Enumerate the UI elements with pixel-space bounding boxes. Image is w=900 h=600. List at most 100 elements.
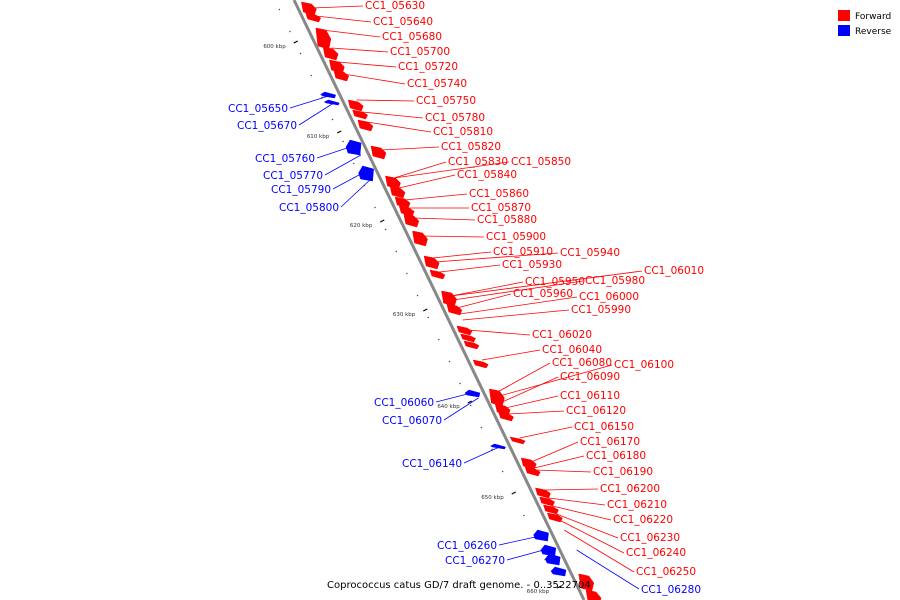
forward-gene-label[interactable]: CC1_05870 xyxy=(471,202,531,214)
reverse-gene-block xyxy=(489,443,506,450)
forward-gene-label[interactable]: CC1_06040 xyxy=(542,344,602,356)
forward-label-leader xyxy=(548,497,606,506)
forward-gene-label[interactable]: CC1_06080 xyxy=(552,357,612,369)
minor-tick xyxy=(427,316,430,319)
reverse-gene-label[interactable]: CC1_05670 xyxy=(237,120,297,132)
forward-gene-label[interactable]: CC1_05720 xyxy=(398,61,458,73)
forward-gene-block xyxy=(315,27,332,50)
forward-gene-label[interactable]: CC1_06010 xyxy=(644,265,704,277)
forward-gene-label[interactable]: CC1_05930 xyxy=(502,259,562,271)
forward-label-leader xyxy=(343,73,406,85)
forward-gene-block xyxy=(585,589,602,600)
forward-gene-label[interactable]: CC1_06090 xyxy=(560,371,620,383)
forward-gene-label[interactable]: CC1_05860 xyxy=(469,188,529,200)
forward-gene-label[interactable]: CC1_06110 xyxy=(560,390,620,402)
reverse-label-leader xyxy=(435,391,476,403)
forward-label-leader xyxy=(434,252,559,263)
forward-gene-label[interactable]: CC1_06000 xyxy=(579,291,639,303)
forward-label-leader xyxy=(356,99,415,102)
forward-gene-label[interactable]: CC1_05810 xyxy=(433,126,493,138)
scale-tick-mark xyxy=(293,40,299,44)
scale-tick-mark xyxy=(467,400,473,404)
forward-gene-label[interactable]: CC1_05820 xyxy=(441,141,501,153)
minor-tick xyxy=(501,470,504,473)
forward-gene-label[interactable]: CC1_06150 xyxy=(574,421,634,433)
reverse-gene-label[interactable]: CC1_05770 xyxy=(263,170,323,182)
forward-gene-label[interactable]: CC1_05960 xyxy=(513,288,573,300)
forward-gene-label[interactable]: CC1_05880 xyxy=(477,214,537,226)
forward-label-leader xyxy=(311,5,364,9)
forward-gene-block xyxy=(394,196,411,209)
forward-gene-label[interactable]: CC1_05740 xyxy=(407,78,467,90)
reverse-gene-block xyxy=(345,139,362,156)
forward-gene-label[interactable]: CC1_05980 xyxy=(585,275,645,287)
reverse-gene-label[interactable]: CC1_06070 xyxy=(382,415,442,427)
forward-gene-block xyxy=(535,487,551,499)
forward-label-leader xyxy=(535,469,592,473)
forward-gene-block xyxy=(463,340,480,350)
minor-tick xyxy=(459,382,461,385)
forward-label-leader xyxy=(439,264,501,273)
minor-tick xyxy=(374,206,376,209)
forward-gene-label[interactable]: CC1_06200 xyxy=(600,483,660,495)
forward-gene-label[interactable]: CC1_05700 xyxy=(390,46,450,58)
forward-gene-label[interactable]: CC1_05910 xyxy=(493,246,553,258)
reverse-gene-label[interactable]: CC1_06280 xyxy=(641,584,701,596)
forward-gene-label[interactable]: CC1_05950 xyxy=(525,276,585,288)
forward-gene-label[interactable]: CC1_05640 xyxy=(373,16,433,28)
forward-gene-label[interactable]: CC1_06240 xyxy=(626,547,686,559)
minor-tick xyxy=(437,338,440,341)
minor-tick xyxy=(448,360,451,363)
reverse-gene-label[interactable]: CC1_05800 xyxy=(279,202,339,214)
forward-gene-label[interactable]: CC1_06250 xyxy=(636,566,696,578)
forward-gene-label[interactable]: CC1_05750 xyxy=(416,95,476,107)
reverse-gene-label[interactable]: CC1_05650 xyxy=(228,103,288,115)
forward-gene-block xyxy=(446,303,463,316)
reverse-gene-label[interactable]: CC1_06260 xyxy=(437,540,497,552)
forward-gene-block xyxy=(301,1,317,16)
forward-gene-label[interactable]: CC1_06210 xyxy=(607,499,667,511)
forward-label-leader xyxy=(452,280,584,301)
reverse-gene-label[interactable]: CC1_06060 xyxy=(374,397,434,409)
forward-gene-label[interactable]: CC1_05780 xyxy=(425,112,485,124)
forward-label-leader xyxy=(499,364,613,397)
forward-gene-label[interactable]: CC1_05680 xyxy=(382,31,442,43)
forward-label-leader xyxy=(413,217,476,221)
genome-caption: Coprococcus catus GD/7 draft genome. - 0… xyxy=(327,580,591,591)
forward-gene-label[interactable]: CC1_06190 xyxy=(593,466,653,478)
minor-tick xyxy=(480,426,483,429)
forward-gene-block xyxy=(370,145,387,160)
reverse-gene-label[interactable]: CC1_05760 xyxy=(255,153,315,165)
reverse-gene-label[interactable]: CC1_06270 xyxy=(445,555,505,567)
scale-tick-label: 660 kbp xyxy=(527,589,550,595)
minor-tick xyxy=(523,514,525,517)
reverse-gene-label[interactable]: CC1_05790 xyxy=(271,184,331,196)
scale-ticks: 600 kbp 610 kbp 620 kbp 630 kbp 640 kbp 650 k… xyxy=(263,8,562,595)
forward-gene-label[interactable]: CC1_06170 xyxy=(580,436,640,448)
gene-labels: CC1_05630 CC1_05640 CC1_05680 CC1_05700 CC1_… xyxy=(228,0,704,596)
forward-gene-label[interactable]: CC1_05850 xyxy=(511,156,571,168)
forward-gene-label[interactable]: CC1_06230 xyxy=(620,532,680,544)
forward-gene-label[interactable]: CC1_06020 xyxy=(532,329,592,341)
scale-tick-label: 620 kbp xyxy=(350,223,373,229)
forward-gene-block xyxy=(441,290,457,307)
forward-label-leader xyxy=(380,146,440,151)
forward-gene-label[interactable]: CC1_05840 xyxy=(457,169,517,181)
reverse-gene-label[interactable]: CC1_06140 xyxy=(402,458,462,470)
forward-gene-label[interactable]: CC1_05940 xyxy=(560,247,620,259)
forward-label-leader xyxy=(398,174,456,189)
forward-label-leader xyxy=(456,293,512,309)
forward-gene-label[interactable]: CC1_06220 xyxy=(613,514,673,526)
forward-label-leader xyxy=(462,309,570,321)
forward-gene-label[interactable]: CC1_05630 xyxy=(365,0,425,12)
forward-gene-label[interactable]: CC1_06100 xyxy=(614,359,674,371)
forward-gene-block xyxy=(498,411,514,422)
forward-gene-label[interactable]: CC1_06120 xyxy=(566,405,626,417)
forward-gene-label[interactable]: CC1_05830 xyxy=(448,156,508,168)
forward-gene-label[interactable]: CC1_05900 xyxy=(486,231,546,243)
forward-label-leader xyxy=(519,426,573,439)
forward-label-leader xyxy=(497,362,551,393)
forward-gene-label[interactable]: CC1_06180 xyxy=(586,450,646,462)
forward-gene-label[interactable]: CC1_05990 xyxy=(571,304,631,316)
